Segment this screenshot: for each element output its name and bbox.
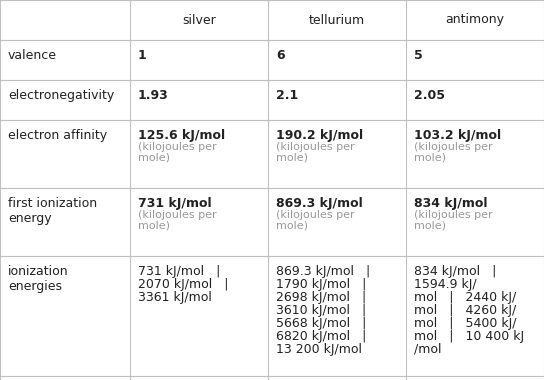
Text: silver: silver <box>182 14 216 27</box>
Text: antimony: antimony <box>446 14 504 27</box>
Text: 2.1: 2.1 <box>276 89 298 102</box>
Text: mole): mole) <box>276 221 308 231</box>
Text: mole): mole) <box>138 153 170 163</box>
Text: mol   |   5400 kJ/: mol | 5400 kJ/ <box>414 317 516 330</box>
Text: 5668 kJ/mol   |: 5668 kJ/mol | <box>276 317 366 330</box>
Text: mole): mole) <box>414 221 446 231</box>
Text: 13 200 kJ/mol: 13 200 kJ/mol <box>276 343 362 356</box>
Text: 1: 1 <box>138 49 147 62</box>
Text: (kilojoules per: (kilojoules per <box>276 142 355 152</box>
Text: 103.2 kJ/mol: 103.2 kJ/mol <box>414 129 501 142</box>
Text: 2070 kJ/mol   |: 2070 kJ/mol | <box>138 278 228 291</box>
Text: 1594.9 kJ/: 1594.9 kJ/ <box>414 278 477 291</box>
Text: mol   |   10 400 kJ: mol | 10 400 kJ <box>414 330 524 343</box>
Text: (kilojoules per: (kilojoules per <box>138 210 217 220</box>
Text: mole): mole) <box>138 221 170 231</box>
Text: 5: 5 <box>414 49 423 62</box>
Text: (kilojoules per: (kilojoules per <box>138 142 217 152</box>
Text: 1.93: 1.93 <box>138 89 169 102</box>
Text: 125.6 kJ/mol: 125.6 kJ/mol <box>138 129 225 142</box>
Text: /mol: /mol <box>414 343 442 356</box>
Text: 869.3 kJ/mol   |: 869.3 kJ/mol | <box>276 265 370 278</box>
Text: tellurium: tellurium <box>309 14 365 27</box>
Text: valence: valence <box>8 49 57 62</box>
Text: (kilojoules per: (kilojoules per <box>414 210 493 220</box>
Text: mole): mole) <box>276 153 308 163</box>
Text: 3610 kJ/mol   |: 3610 kJ/mol | <box>276 304 366 317</box>
Text: electronegativity: electronegativity <box>8 89 114 102</box>
Text: mol   |   2440 kJ/: mol | 2440 kJ/ <box>414 291 516 304</box>
Text: 731 kJ/mol   |: 731 kJ/mol | <box>138 265 220 278</box>
Text: (kilojoules per: (kilojoules per <box>276 210 355 220</box>
Text: mole): mole) <box>414 153 446 163</box>
Text: 6820 kJ/mol   |: 6820 kJ/mol | <box>276 330 366 343</box>
Text: 190.2 kJ/mol: 190.2 kJ/mol <box>276 129 363 142</box>
Text: 6: 6 <box>276 49 285 62</box>
Text: 3361 kJ/mol: 3361 kJ/mol <box>138 291 212 304</box>
Text: 731 kJ/mol: 731 kJ/mol <box>138 197 212 210</box>
Text: 1790 kJ/mol   |: 1790 kJ/mol | <box>276 278 366 291</box>
Text: mol   |   4260 kJ/: mol | 4260 kJ/ <box>414 304 516 317</box>
Text: 2.05: 2.05 <box>414 89 445 102</box>
Text: 834 kJ/mol: 834 kJ/mol <box>414 197 487 210</box>
Text: 834 kJ/mol   |: 834 kJ/mol | <box>414 265 496 278</box>
Text: first ionization
energy: first ionization energy <box>8 197 97 225</box>
Text: ionization
energies: ionization energies <box>8 265 69 293</box>
Text: 869.3 kJ/mol: 869.3 kJ/mol <box>276 197 363 210</box>
Text: electron affinity: electron affinity <box>8 129 107 142</box>
Text: 2698 kJ/mol   |: 2698 kJ/mol | <box>276 291 366 304</box>
Text: (kilojoules per: (kilojoules per <box>414 142 493 152</box>
